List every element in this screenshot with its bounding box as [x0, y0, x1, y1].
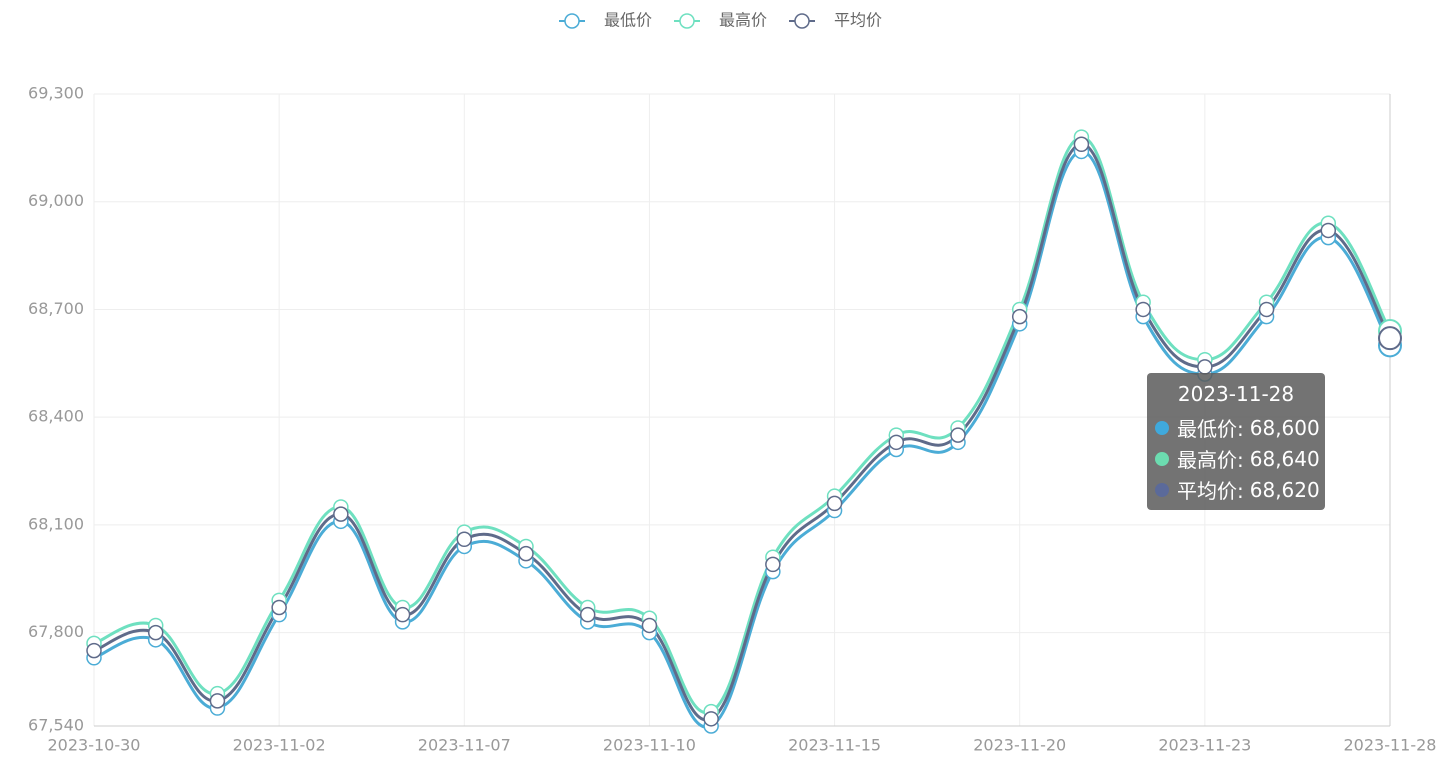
x-tick-label: 2023-11-02: [233, 736, 326, 755]
data-point: [394, 606, 411, 623]
y-tick-label: 69,300: [28, 84, 84, 103]
data-point: [518, 545, 534, 562]
tooltip-dot: [1155, 451, 1169, 466]
x-tick-label: 2023-10-30: [48, 736, 141, 755]
legend-icon: [794, 13, 810, 29]
legend-label: 最高价: [719, 11, 767, 30]
legend-label: 最低价: [604, 11, 652, 30]
data-point: [703, 711, 719, 727]
data-point: [765, 556, 781, 573]
tooltip-row: 平均价68,620: [1155, 474, 1325, 505]
tooltip-row: 最高价68,640: [1155, 443, 1325, 474]
tooltip-row: 最低价68,600: [1155, 412, 1325, 443]
tooltip-series-name: 最低价: [1177, 413, 1250, 442]
data-point: [1320, 222, 1337, 239]
data-point: [456, 531, 473, 548]
data-point: [333, 506, 349, 522]
x-tick-label: 2023-11-15: [788, 736, 881, 755]
x-tick-label: 2023-11-07: [418, 736, 511, 755]
legend-icon: [564, 13, 580, 29]
legend-label: 平均价: [834, 11, 882, 30]
data-point: [888, 434, 905, 451]
y-tick-label: 69,000: [28, 191, 84, 210]
tooltip-value: 68,600: [1249, 415, 1320, 440]
tooltip-value: 68,640: [1249, 446, 1320, 471]
tooltip-title: 2023-11-28: [1177, 382, 1295, 406]
data-point: [1378, 326, 1402, 351]
legend-item[interactable]: 最高价: [674, 11, 767, 30]
tooltip-series-name: 最高价: [1177, 444, 1250, 473]
data-point: [579, 606, 596, 623]
data-point: [1197, 359, 1213, 375]
legend-icon: [679, 13, 695, 29]
legend-item[interactable]: 最低价: [559, 11, 652, 30]
data-point: [1135, 301, 1151, 318]
series-line: [93, 149, 1392, 729]
data-point: [86, 642, 102, 659]
x-tick-label: 2023-11-28: [1344, 736, 1437, 755]
x-tick-label: 2023-11-20: [973, 736, 1066, 755]
tooltip-value: 68,620: [1249, 477, 1320, 502]
tooltip: 2023-11-28 最低价68,600最高价68,640平均价68,620: [1147, 373, 1325, 510]
data-point: [1258, 301, 1275, 318]
data-point: [271, 599, 287, 616]
tooltip-dot: [1155, 482, 1169, 497]
y-tick-label: 67,800: [28, 622, 84, 641]
x-tick-label: 2023-11-10: [603, 736, 696, 755]
data-point: [147, 624, 164, 641]
y-tick-label: 68,400: [28, 407, 84, 426]
legend-item[interactable]: 平均价: [789, 11, 882, 30]
x-tick-label: 2023-11-23: [1158, 736, 1251, 755]
series-line: [93, 142, 1392, 722]
tooltip-series-name: 平均价: [1177, 475, 1250, 504]
data-point: [1011, 308, 1028, 325]
data-point: [826, 495, 843, 512]
data-point: [1073, 136, 1090, 153]
data-point: [209, 693, 226, 709]
y-tick-label: 68,700: [28, 299, 84, 318]
data-point: [641, 617, 658, 634]
data-point: [950, 427, 966, 443]
y-tick-label: 67,540: [28, 716, 84, 735]
y-tick-label: 68,100: [28, 514, 84, 533]
series-line: [93, 135, 1392, 715]
tooltip-dot: [1155, 420, 1169, 435]
